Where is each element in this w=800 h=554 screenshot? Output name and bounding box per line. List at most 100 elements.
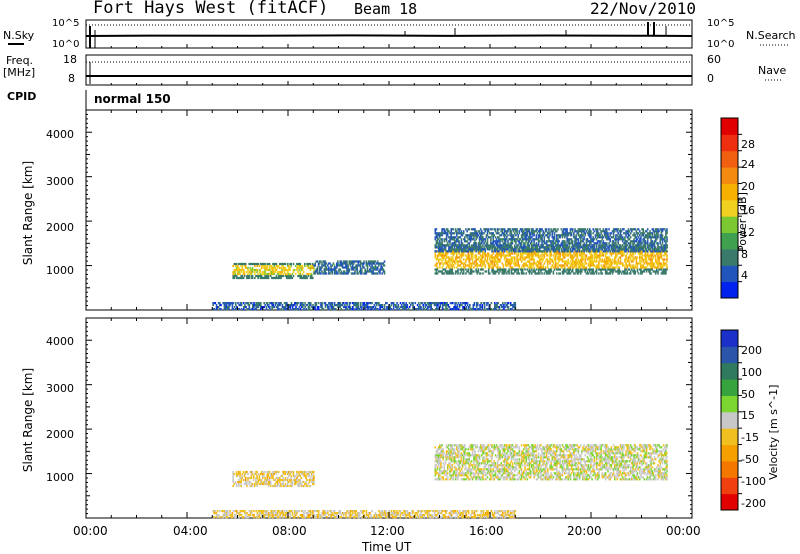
data-cell [656, 252, 658, 255]
data-cell [477, 252, 480, 255]
data-cell [644, 266, 647, 269]
data-cell [373, 260, 376, 263]
data-cell [573, 262, 575, 265]
data-cell [660, 272, 663, 275]
data-cell [598, 244, 600, 247]
power-ytick-2000: 2000 [46, 221, 74, 234]
data-cell [251, 274, 254, 278]
data-cell [290, 264, 292, 268]
data-cell [519, 252, 522, 255]
data-cell [238, 482, 240, 486]
data-cell [576, 256, 579, 259]
data-cell [657, 236, 659, 239]
data-cell [443, 248, 446, 251]
data-cell [293, 268, 296, 272]
data-cell [470, 272, 473, 275]
data-cell [510, 248, 513, 251]
data-cell [492, 266, 494, 269]
data-cell [233, 268, 236, 272]
data-cell [491, 232, 493, 235]
data-cell [479, 238, 482, 241]
data-cell [527, 250, 530, 253]
data-cell [549, 256, 551, 259]
data-cell [510, 242, 513, 245]
data-cell [328, 268, 330, 271]
data-cell [271, 474, 273, 478]
data-cell [457, 238, 459, 241]
data-cell [509, 248, 511, 251]
data-cell [550, 250, 552, 253]
data-cell [460, 250, 463, 253]
data-cell [531, 258, 533, 261]
data-cell [579, 228, 582, 231]
data-cell [643, 238, 646, 241]
data-cell [272, 474, 274, 478]
data-cell [247, 302, 250, 305]
data-cell [301, 484, 304, 488]
data-cell [594, 266, 597, 269]
data-cell [309, 274, 312, 278]
data-cell [332, 268, 335, 271]
data-cell [561, 236, 564, 239]
data-cell [602, 268, 605, 271]
data-cell [594, 252, 597, 255]
data-cell [569, 264, 572, 267]
data-cell [478, 230, 481, 233]
data-cell [439, 250, 441, 253]
data-cell [378, 262, 380, 265]
data-cell [469, 306, 471, 309]
data-cell [560, 234, 563, 237]
data-cell [250, 302, 253, 305]
data-cell [281, 482, 283, 486]
data-cell [523, 262, 525, 265]
data-cell [657, 252, 659, 255]
data-cell [533, 250, 535, 253]
data-cell [285, 276, 288, 280]
data-cell [476, 236, 479, 239]
data-cell [644, 256, 647, 259]
data-cell [300, 266, 303, 270]
data-cell [487, 268, 490, 271]
data-cell [519, 246, 522, 249]
data-cell [512, 230, 515, 233]
data-cell [440, 252, 442, 255]
data-cell [632, 258, 634, 261]
data-cell [232, 274, 234, 278]
data-cell [289, 262, 291, 266]
data-cell [554, 248, 557, 251]
data-cell [657, 270, 659, 273]
data-cell [372, 272, 374, 275]
data-cell [607, 236, 609, 239]
data-cell [466, 234, 468, 237]
data-cell [267, 478, 270, 482]
data-cell [493, 248, 496, 251]
data-cell [582, 246, 584, 249]
data-cell [451, 238, 454, 241]
data-cell [295, 302, 297, 305]
data-cell [333, 268, 336, 271]
data-cell [448, 248, 450, 251]
data-cell [577, 248, 580, 251]
data-cell [645, 250, 648, 253]
data-cell [652, 230, 655, 233]
data-cell [441, 232, 443, 235]
data-cell [641, 264, 643, 267]
data-cell [342, 260, 345, 263]
data-cell [553, 248, 556, 251]
data-cell [571, 246, 574, 249]
data-cell [473, 242, 475, 245]
data-cell [448, 272, 450, 275]
data-cell [453, 262, 456, 265]
data-cell [526, 238, 529, 241]
data-cell [541, 240, 543, 243]
data-cell [552, 236, 555, 239]
data-cell [276, 272, 279, 276]
data-cell [561, 264, 564, 267]
data-cell [546, 266, 549, 269]
data-cell [464, 246, 466, 249]
data-cell [617, 238, 619, 241]
data-cell [250, 272, 253, 276]
data-cell [658, 260, 660, 263]
data-cell [363, 262, 365, 265]
data-cell [650, 236, 652, 239]
